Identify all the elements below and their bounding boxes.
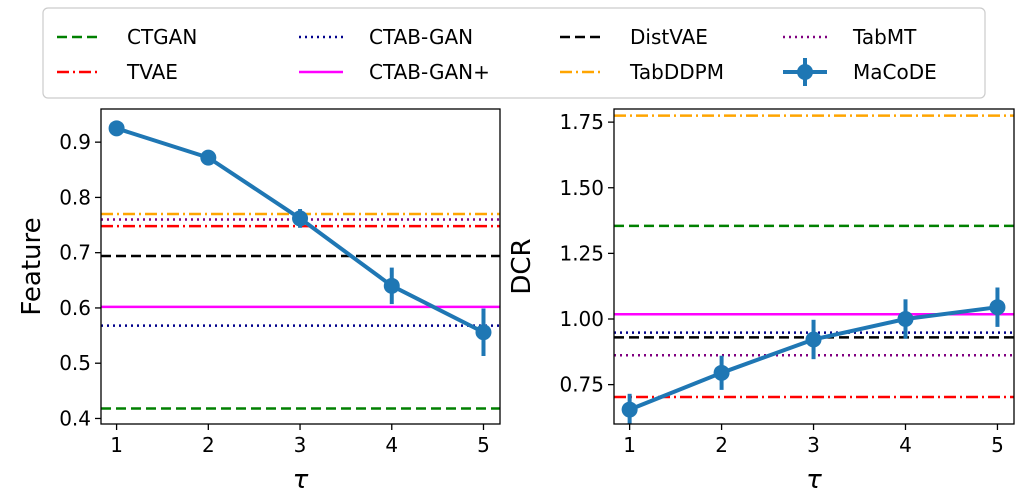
legend-label: TabMT xyxy=(852,25,917,49)
y-tick-label: 1.75 xyxy=(559,110,604,134)
x-tick-label: 5 xyxy=(477,433,490,457)
legend-frame xyxy=(42,7,986,99)
axes-frame xyxy=(100,108,501,425)
x-tick-label: 3 xyxy=(807,433,820,457)
data-point xyxy=(475,324,492,341)
data-point xyxy=(108,120,125,137)
axes-frame xyxy=(613,108,1015,425)
x-axis-label: τ xyxy=(293,465,309,495)
legend-label: CTGAN xyxy=(127,25,197,49)
y-tick-label: 1.25 xyxy=(559,241,604,265)
x-tick-label: 2 xyxy=(715,433,728,457)
legend-label: DistVAE xyxy=(630,25,708,49)
x-tick-label: 4 xyxy=(385,433,398,457)
y-axis-label: Feature xyxy=(17,217,47,315)
legend-label: MaCoDE xyxy=(853,60,937,84)
legend-item-ctgan: CTGAN xyxy=(57,25,197,49)
series-line-macode xyxy=(115,126,485,335)
legend-label: CTAB-GAN xyxy=(369,25,473,49)
dcr-panel: 1 2 3 4 5 0.75 1.00 1.25 1.50 1.75 τ DCR xyxy=(507,108,1015,495)
y-tick-label: 0.9 xyxy=(59,130,91,154)
y-axis-label: DCR xyxy=(507,238,537,294)
x-tick-label: 1 xyxy=(110,433,123,457)
legend-item-ctab-gan: CTAB-GAN xyxy=(299,25,473,49)
data-point xyxy=(805,331,822,348)
x-tick-label: 3 xyxy=(294,433,307,457)
y-tick-label: 0.7 xyxy=(59,241,91,265)
y-tick-label: 0.5 xyxy=(59,351,91,375)
x-tick-label: 2 xyxy=(202,433,215,457)
legend-swatch-marker xyxy=(797,64,813,80)
data-point xyxy=(292,210,309,227)
feature-panel: 1 2 3 4 5 0.4 0.5 0.6 0.7 0.8 0.9 τ Feature xyxy=(17,108,501,495)
y-tick-label: 0.6 xyxy=(59,296,91,320)
data-point xyxy=(200,149,217,166)
legend-item-tvae: TVAE xyxy=(57,60,178,84)
y-tick-label: 0.8 xyxy=(59,185,91,209)
x-tick-label: 4 xyxy=(899,433,912,457)
x-tick-label: 5 xyxy=(991,433,1004,457)
x-axis-label: τ xyxy=(806,465,822,495)
y-tick-label: 1.00 xyxy=(559,307,604,331)
data-point xyxy=(897,311,914,327)
x-tick-label: 1 xyxy=(623,433,636,457)
y-tick-label: 0.75 xyxy=(559,373,604,397)
legend-item-ctab-gan-: CTAB-GAN+ xyxy=(299,60,490,84)
legend-item-tabddpm: TabDDPM xyxy=(560,60,724,84)
data-point xyxy=(989,299,1006,316)
legend-label: TabDDPM xyxy=(629,60,724,84)
plot-area xyxy=(101,120,500,410)
legend-item-macode: MaCoDE xyxy=(783,58,937,86)
legend-label: TVAE xyxy=(126,60,178,84)
plot-area xyxy=(614,114,1014,424)
data-point xyxy=(383,277,400,294)
y-tick-label: 1.50 xyxy=(559,176,604,200)
y-tick-label: 0.4 xyxy=(59,406,91,430)
legend: CTGAN CTAB-GAN DistVAE TabMT TVAE CTAB-GAN+ Ta… xyxy=(42,7,986,99)
legend-label: CTAB-GAN+ xyxy=(369,60,490,84)
legend-item-distvae: DistVAE xyxy=(560,25,708,49)
legend-item-tabmt: TabMT xyxy=(783,25,917,49)
data-point xyxy=(713,364,730,381)
data-point xyxy=(621,401,638,418)
